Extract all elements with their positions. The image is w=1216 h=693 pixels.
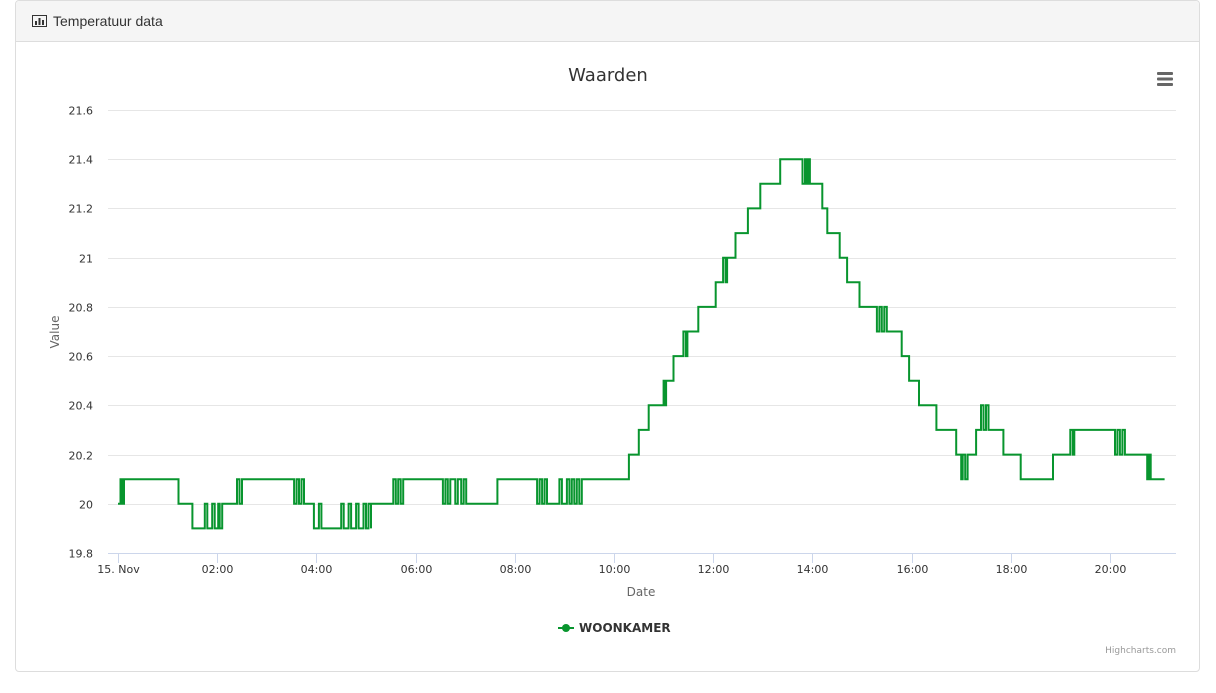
panel-heading: Temperatuur data — [16, 1, 1199, 42]
legend-label: WOONKAMER — [579, 621, 671, 635]
x-tick-label: 06:00 — [401, 563, 433, 576]
x-tick-label: 14:00 — [797, 563, 829, 576]
x-tick-label: 04:00 — [301, 563, 333, 576]
x-tick-label: 02:00 — [202, 563, 234, 576]
x-tick-label: 16:00 — [897, 563, 929, 576]
series-line-woonkamer — [118, 158, 1165, 530]
hamburger-menu-icon[interactable] — [1150, 66, 1178, 92]
x-tick-label: 18:00 — [996, 563, 1028, 576]
x-tick-label: 20:00 — [1095, 563, 1127, 576]
panel-title: Temperatuur data — [53, 13, 163, 29]
y-tick-label: 21.4 — [69, 154, 94, 167]
legend-item-woonkamer[interactable]: WOONKAMER — [558, 621, 671, 635]
x-tick-label: 08:00 — [500, 563, 532, 576]
y-tick-label: 20.4 — [69, 400, 94, 413]
y-tick-label: 20 — [79, 499, 93, 512]
y-tick-label: 21 — [79, 253, 93, 266]
y-tick-label: 20.6 — [69, 351, 94, 364]
x-axis: 15. Nov 02:00 04:00 06:00 08:00 10:00 12:00 14:… — [97, 553, 1176, 576]
y-tick-label: 20.8 — [69, 302, 94, 315]
x-tick-label: 15. Nov — [97, 563, 140, 576]
credits-link[interactable]: Highcharts.com — [1105, 646, 1176, 656]
chart-panel: Temperatuur data — [15, 0, 1200, 672]
chart-title: Waarden — [568, 65, 648, 86]
y-tick-label: 19.8 — [69, 548, 94, 561]
x-tick-label: 12:00 — [698, 563, 730, 576]
y-tick-label: 20.2 — [69, 450, 94, 463]
legend-symbol-marker — [562, 624, 570, 632]
grid-lines — [108, 110, 1176, 505]
y-tick-label: 21.2 — [69, 203, 94, 216]
y-axis-title: Value — [48, 316, 62, 349]
x-tick-label: 10:00 — [599, 563, 631, 576]
y-axis-labels: 19.8 20 20.2 20.4 20.6 20.8 21 21.2 21.4 21.6 — [69, 105, 94, 561]
x-axis-title: Date — [627, 585, 656, 599]
series-group — [118, 158, 1165, 530]
y-tick-label: 21.6 — [69, 105, 94, 118]
bar-chart-icon — [32, 15, 47, 27]
